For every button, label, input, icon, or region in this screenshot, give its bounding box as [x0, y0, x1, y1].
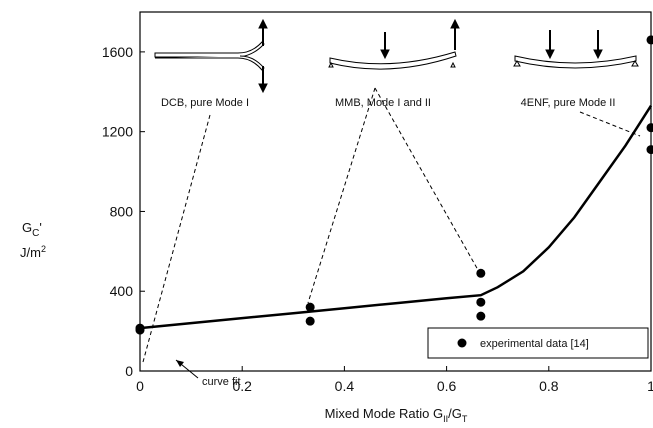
data-point — [476, 268, 486, 278]
annotation: MMB, Mode I and II — [335, 97, 431, 109]
y-tick-label: 400 — [110, 283, 134, 299]
legend-marker — [457, 338, 467, 348]
curve-fit-line — [139, 105, 653, 330]
data-point — [135, 325, 145, 335]
y-unit-text: J/m — [20, 245, 41, 260]
y-unit: J/m2 — [20, 244, 46, 260]
x-tick-label: 0 — [136, 378, 144, 394]
x-tick-label: 1 — [647, 378, 653, 394]
x-label-text: Mixed Mode Ratio G — [325, 406, 444, 421]
x-label: Mixed Mode Ratio GII/GT — [325, 406, 468, 424]
curve-fit-arrowhead — [176, 360, 184, 367]
y-label-subscript: C — [32, 228, 39, 239]
plot-frame — [139, 11, 652, 372]
x-label-sub2: T — [462, 414, 468, 424]
y-tick-label: 1600 — [102, 44, 133, 60]
leader-lines — [142, 87, 641, 363]
y-label-symbol: G — [22, 220, 32, 235]
legend-label: experimental data [14] — [480, 338, 589, 350]
annotation: 4ENF, pure Mode II — [521, 97, 616, 109]
specimen-icons — [154, 18, 639, 94]
data-point — [476, 297, 486, 307]
x-tick-label: 0.2 — [232, 378, 252, 394]
x-tick-label: 0.8 — [539, 378, 559, 394]
data-point — [476, 311, 486, 321]
x-tick-label: 0.6 — [437, 378, 457, 394]
x-label-mid: /G — [448, 406, 462, 421]
y-label: GC' — [22, 220, 42, 239]
y-tick-label: 0 — [125, 363, 133, 379]
annotation: DCB, pure Mode I — [161, 97, 249, 109]
data-point — [305, 316, 315, 326]
data-point — [305, 302, 315, 312]
x-tick-label: 0.4 — [335, 378, 355, 394]
curve-fit-label: curve fit — [202, 376, 241, 388]
x-label-sub: II — [443, 414, 448, 424]
data-point — [646, 35, 653, 45]
data-point — [646, 123, 653, 133]
y-unit-power: 2 — [41, 244, 46, 254]
data-point — [646, 145, 653, 155]
y-label-suffix: ' — [39, 220, 41, 235]
y-tick-label: 1200 — [102, 124, 133, 140]
y-tick-label: 800 — [110, 203, 134, 219]
